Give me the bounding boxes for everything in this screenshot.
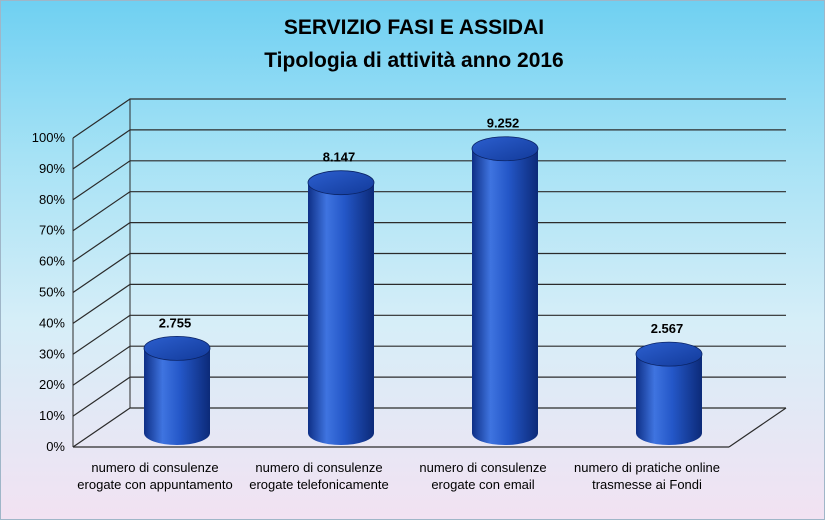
y-tick-label: 70% xyxy=(39,223,65,238)
gridline xyxy=(72,314,786,355)
data-label: 2.567 xyxy=(651,321,684,336)
bar-top xyxy=(635,341,703,367)
y-tick-label: 60% xyxy=(39,254,65,269)
gridline xyxy=(72,376,786,417)
gridline xyxy=(72,407,786,448)
gridline xyxy=(72,345,786,386)
bar-top xyxy=(143,335,211,361)
y-tick-label: 10% xyxy=(39,408,65,423)
data-label: 2.755 xyxy=(159,315,192,330)
x-tick-label: numero di consulenze erogate con email xyxy=(419,460,547,492)
gridline xyxy=(72,160,786,201)
y-tick-label: 90% xyxy=(39,161,65,176)
chart-title-line-1: SERVIZIO FASI E ASSIDAI xyxy=(284,16,544,39)
gridline xyxy=(72,283,786,324)
bar-body xyxy=(472,148,538,445)
bar xyxy=(471,136,539,445)
bar-top xyxy=(471,136,539,162)
x-tick-label: numero di consulenze erogate con appunta… xyxy=(77,460,233,492)
chart-title-line-2: Tipologia di attività anno 2016 xyxy=(264,49,564,72)
bar-top xyxy=(307,170,375,196)
x-tick-label: numero di consulenze erogate telefonicam… xyxy=(249,460,389,492)
y-tick-label: 40% xyxy=(39,315,65,330)
gridline xyxy=(72,98,786,139)
bar xyxy=(635,341,703,445)
data-label: 9.252 xyxy=(487,116,520,131)
y-tick-label: 100% xyxy=(32,130,66,145)
y-tick-label: 0% xyxy=(46,439,65,454)
gridline xyxy=(72,129,786,170)
gridline xyxy=(72,222,786,263)
y-tick-label: 20% xyxy=(39,377,65,392)
bar-body xyxy=(308,182,374,445)
bar-body xyxy=(144,348,210,445)
gridline xyxy=(72,191,786,232)
y-tick-label: 50% xyxy=(39,285,65,300)
y-tick-label: 30% xyxy=(39,346,65,361)
floor-right-edge xyxy=(728,407,787,448)
y-tick-label: 80% xyxy=(39,192,65,207)
bar xyxy=(143,335,211,445)
gridline xyxy=(72,252,786,293)
data-label: 8.147 xyxy=(323,150,356,165)
bar xyxy=(307,170,375,445)
bar-body xyxy=(636,354,702,445)
x-tick-label: numero di pratiche online trasmesse ai F… xyxy=(574,460,720,492)
